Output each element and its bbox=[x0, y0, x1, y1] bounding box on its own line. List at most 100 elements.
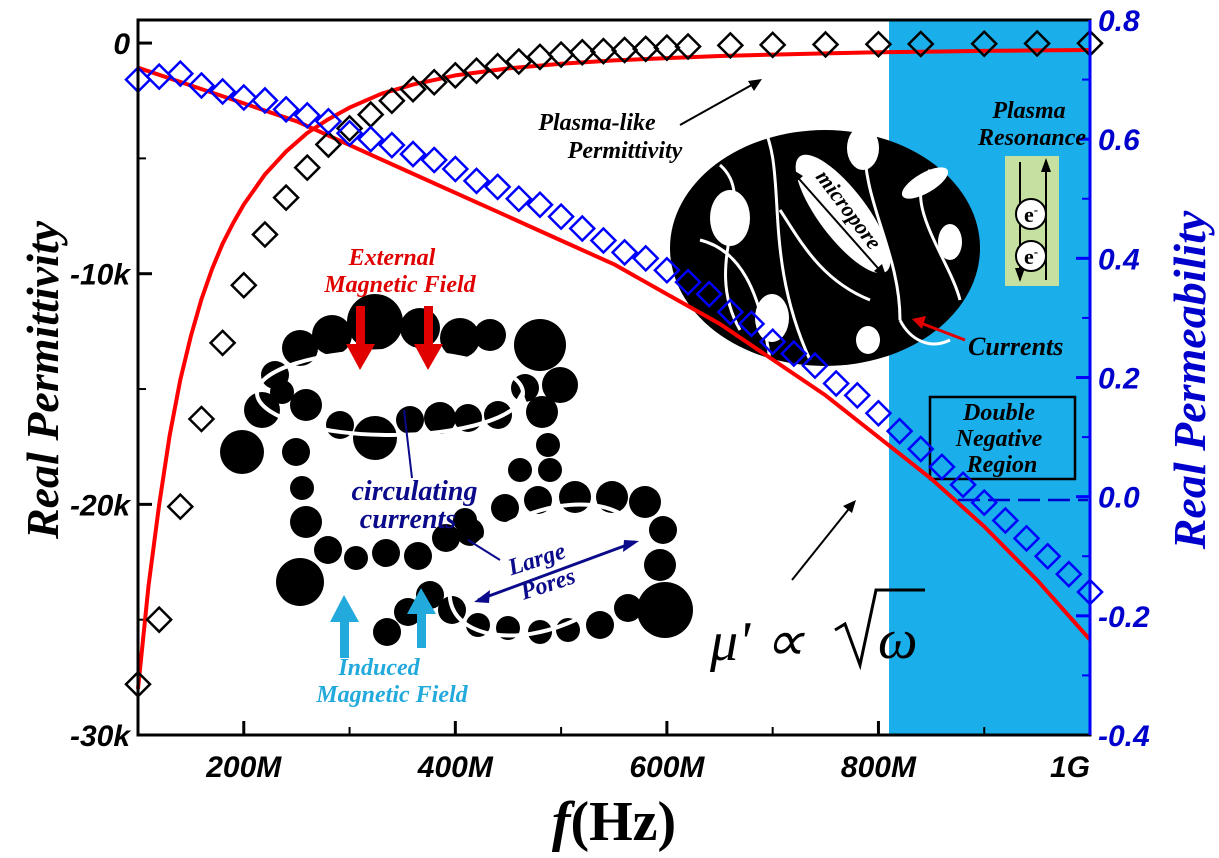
diamond-marker-left bbox=[293, 153, 322, 182]
right-tick-label: 0.0 bbox=[1098, 482, 1140, 515]
diamond-marker-right bbox=[610, 238, 639, 267]
diamond-marker-right bbox=[166, 59, 195, 88]
plasma-like-label: Plasma-like Permittivity bbox=[537, 110, 682, 164]
diamond-marker-right bbox=[822, 369, 850, 398]
electron-label-2: e- bbox=[1024, 244, 1038, 269]
diamond-marker-left bbox=[378, 86, 406, 115]
large-pores-label: Large Pores bbox=[504, 536, 583, 607]
sqrt-omega-formula: μ' ∝ ω bbox=[709, 588, 925, 673]
diamond-marker-left bbox=[568, 38, 597, 67]
diamond-marker-left bbox=[811, 30, 840, 59]
micropore-inset bbox=[670, 119, 980, 366]
diamond-marker-right bbox=[187, 71, 216, 100]
circulating-currents-label: circulating currents bbox=[351, 476, 484, 535]
diamond-marker-left bbox=[505, 47, 533, 76]
electron-1 bbox=[1015, 198, 1047, 230]
circulating-pointer-bottom bbox=[467, 539, 501, 561]
right-tick-label: 0.6 bbox=[1098, 124, 1140, 157]
left-tick-label: -30k bbox=[70, 720, 131, 753]
diamond-marker-right bbox=[568, 214, 597, 243]
diamond-marker-right bbox=[780, 339, 808, 368]
diamond-marker-right bbox=[906, 435, 935, 463]
diamond-marker-right bbox=[441, 155, 470, 183]
diamond-marker-left bbox=[653, 33, 681, 62]
diamond-marker-right bbox=[272, 95, 300, 124]
large-pores-arrow bbox=[477, 540, 636, 602]
diamond-marker-left bbox=[589, 37, 618, 65]
svg-text:ω: ω bbox=[878, 609, 918, 671]
right-tick-label: -0.4 bbox=[1098, 720, 1150, 753]
shaded-region bbox=[889, 20, 1090, 735]
diamond-marker-left bbox=[272, 183, 300, 212]
data-markers bbox=[124, 29, 1104, 699]
left-tick-label: 0 bbox=[113, 28, 130, 61]
diamond-marker-right bbox=[251, 86, 279, 115]
electron-2 bbox=[1015, 240, 1047, 272]
currents-arrowhead bbox=[912, 316, 926, 329]
diamond-marker-right bbox=[928, 453, 956, 481]
diamond-marker-left bbox=[356, 100, 385, 129]
induced-field-arrows bbox=[330, 588, 436, 658]
diamond-marker-left bbox=[483, 52, 512, 80]
diamond-marker-right bbox=[293, 101, 322, 130]
left-tick-label: -10k bbox=[70, 259, 131, 292]
diamond-marker-left bbox=[145, 605, 173, 634]
diamond-marker-right bbox=[1012, 524, 1041, 553]
double-negative-label: Double Negative Region bbox=[955, 400, 1049, 478]
diamond-marker-right bbox=[378, 131, 406, 159]
diamond-marker-left bbox=[251, 220, 279, 249]
diamond-marker-left bbox=[420, 68, 448, 97]
plasma-resonance-box bbox=[1005, 156, 1059, 286]
y-right-axis-title: Real Permeability bbox=[1164, 210, 1215, 550]
diamond-marker-right bbox=[483, 173, 512, 201]
diamond-marker-left bbox=[526, 43, 554, 71]
diamond-marker-left bbox=[314, 130, 343, 159]
diamond-marker-right bbox=[1033, 542, 1062, 571]
external-field-label: External Magnetic Field bbox=[323, 245, 476, 298]
diamond-marker-right bbox=[674, 268, 702, 296]
diamond-marker-right bbox=[230, 83, 258, 112]
diamond-marker-right bbox=[505, 184, 533, 213]
diamond-marker-right bbox=[885, 417, 914, 445]
diamond-marker-right bbox=[758, 327, 787, 356]
fit-curve-right bbox=[137, 65, 1092, 642]
bottom-tick-label: 600M bbox=[629, 751, 705, 784]
diamond-marker-left bbox=[187, 405, 216, 433]
sqrt-omega-arrow bbox=[791, 500, 856, 581]
left-axis-ticks: 0 -10k -20k -30k bbox=[70, 28, 152, 753]
diamond-marker-right bbox=[208, 77, 237, 106]
diamond-marker-right bbox=[589, 226, 618, 255]
plasma-resonance-label: Plasma Resonance bbox=[977, 98, 1086, 151]
external-field-arrows bbox=[346, 306, 443, 370]
bottom-tick-label: 800M bbox=[841, 751, 917, 784]
diamond-marker-right bbox=[420, 146, 448, 174]
diamond-marker-right bbox=[949, 470, 977, 499]
pore-network-inset bbox=[220, 294, 693, 646]
fit-curve-left bbox=[136, 48, 1091, 690]
diamond-marker-left bbox=[462, 56, 491, 85]
diamond-marker-left bbox=[399, 75, 427, 103]
diamond-marker-left bbox=[1023, 29, 1051, 58]
right-tick-label: 0.2 bbox=[1098, 363, 1140, 396]
plasma-like-arrow bbox=[679, 79, 762, 126]
diamond-marker-left bbox=[335, 114, 364, 143]
bottom-tick-label: 1G bbox=[1050, 751, 1090, 784]
diamond-marker-left bbox=[230, 271, 258, 300]
diamond-marker-left bbox=[547, 40, 575, 69]
current-loop-bottom-arrow bbox=[634, 528, 645, 544]
currents-arrow bbox=[917, 320, 966, 342]
y-left-axis-title: Real Permittivity bbox=[17, 220, 68, 540]
right-axis-ticks: 0.8 0.6 0.4 0.2 0.0 -0.2 -0.4 bbox=[1076, 5, 1150, 753]
diamond-marker-left bbox=[864, 30, 893, 58]
diamond-marker-right bbox=[399, 140, 427, 168]
diamond-marker-right bbox=[547, 202, 575, 231]
right-tick-label: 0.4 bbox=[1098, 243, 1140, 276]
diamond-marker-right bbox=[843, 381, 872, 410]
diamond-marker-right bbox=[695, 280, 723, 308]
diamond-marker-right bbox=[991, 506, 1020, 535]
diamond-marker-left bbox=[610, 36, 639, 64]
induced-field-label: Induced Magnetic Field bbox=[315, 655, 468, 708]
electron-label-1: e- bbox=[1024, 202, 1038, 227]
diamond-marker-left bbox=[166, 492, 195, 521]
